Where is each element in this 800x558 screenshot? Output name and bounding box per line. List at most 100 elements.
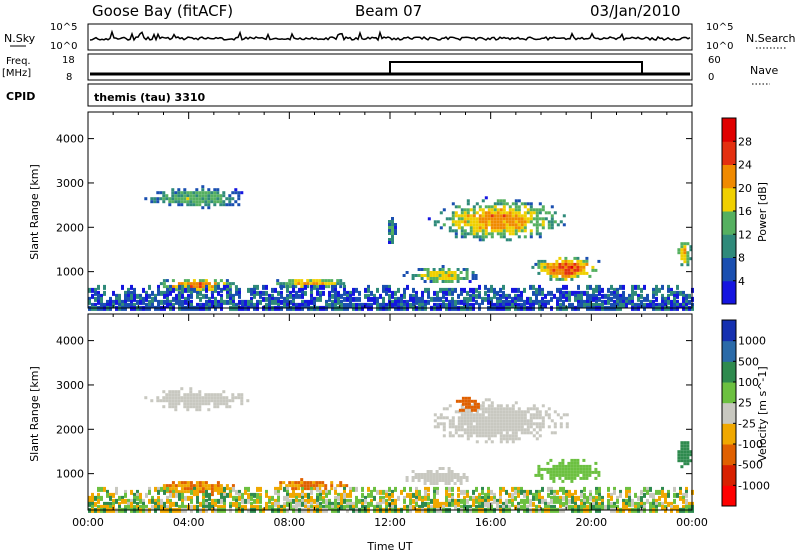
data-cell bbox=[576, 271, 580, 275]
data-cell bbox=[315, 279, 319, 283]
data-cell bbox=[540, 268, 544, 272]
data-cell bbox=[676, 284, 679, 290]
data-cell bbox=[550, 486, 553, 492]
data-cell bbox=[192, 191, 196, 195]
data-cell bbox=[667, 296, 670, 302]
data-cell bbox=[664, 299, 667, 305]
data-cell bbox=[493, 287, 496, 293]
data-cell bbox=[555, 464, 559, 468]
data-cell bbox=[439, 501, 442, 507]
data-cell bbox=[556, 498, 559, 504]
data-cell bbox=[186, 203, 190, 207]
data-cell bbox=[622, 293, 625, 299]
data-cell bbox=[205, 501, 208, 507]
power-data bbox=[88, 185, 694, 311]
data-cell bbox=[420, 268, 424, 271]
data-cell bbox=[142, 504, 145, 510]
data-cell bbox=[537, 464, 541, 468]
data-cell bbox=[211, 504, 214, 510]
data-cell bbox=[186, 194, 190, 198]
data-cell bbox=[469, 293, 472, 299]
data-cell bbox=[412, 492, 415, 498]
data-cell bbox=[472, 428, 476, 432]
data-cell bbox=[511, 425, 515, 429]
data-cell bbox=[514, 229, 518, 233]
data-cell bbox=[235, 489, 238, 495]
data-cell bbox=[205, 498, 208, 504]
data-cell bbox=[481, 410, 485, 414]
data-cell bbox=[358, 290, 361, 296]
data-cell bbox=[535, 416, 539, 420]
data-cell bbox=[552, 265, 556, 269]
data-cell bbox=[582, 268, 586, 272]
data-cell bbox=[181, 492, 184, 498]
data-cell bbox=[607, 498, 610, 504]
data-cell bbox=[469, 214, 473, 218]
data-cell bbox=[415, 489, 418, 495]
data-cell bbox=[595, 299, 598, 305]
data-cell bbox=[201, 396, 205, 400]
data-cell bbox=[136, 489, 139, 495]
data-cell bbox=[139, 293, 142, 299]
data-cell bbox=[462, 476, 466, 479]
data-cell bbox=[689, 257, 693, 261]
data-cell bbox=[517, 235, 521, 239]
data-cell bbox=[439, 413, 443, 417]
data-cell bbox=[484, 407, 488, 411]
data-cell bbox=[573, 274, 577, 278]
data-cell bbox=[442, 428, 446, 432]
data-cell bbox=[514, 419, 518, 423]
data-cell bbox=[481, 422, 485, 426]
data-cell bbox=[523, 431, 527, 435]
data-cell bbox=[139, 299, 142, 305]
data-cell bbox=[253, 284, 256, 290]
data-cell bbox=[478, 422, 482, 426]
data-cell bbox=[325, 501, 328, 507]
data-cell bbox=[465, 476, 469, 479]
data-cell bbox=[457, 486, 460, 492]
data-cell bbox=[325, 498, 328, 504]
data-cell bbox=[595, 495, 598, 501]
data-cell bbox=[286, 293, 289, 299]
data-cell bbox=[145, 296, 148, 302]
data-cell bbox=[124, 302, 127, 308]
data-cell bbox=[580, 501, 583, 507]
data-cell bbox=[214, 498, 217, 504]
data-cell bbox=[195, 481, 199, 485]
data-cell bbox=[573, 473, 577, 477]
data-cell bbox=[475, 202, 479, 206]
data-cell bbox=[511, 202, 515, 206]
data-cell bbox=[292, 492, 295, 498]
data-cell bbox=[463, 229, 467, 233]
data-cell bbox=[447, 482, 451, 485]
data-cell bbox=[181, 287, 184, 293]
data-cell bbox=[349, 302, 352, 308]
data-cell bbox=[517, 425, 521, 429]
data-cell bbox=[490, 413, 494, 417]
data-cell bbox=[229, 489, 232, 495]
data-cell bbox=[598, 495, 601, 501]
data-cell bbox=[546, 461, 550, 465]
data-cell bbox=[343, 492, 346, 498]
data-cell bbox=[667, 501, 670, 507]
data-cell bbox=[376, 296, 379, 302]
data-cell bbox=[175, 293, 178, 299]
data-cell bbox=[478, 431, 482, 435]
data-cell bbox=[322, 498, 325, 504]
data-cell bbox=[499, 214, 503, 218]
data-cell bbox=[412, 504, 415, 510]
data-cell bbox=[115, 299, 118, 305]
y-tick-label: 2000 bbox=[56, 423, 84, 436]
data-cell bbox=[537, 467, 541, 471]
x-tick-label: 00:00 bbox=[72, 516, 104, 529]
data-cell bbox=[97, 495, 100, 501]
data-cell bbox=[490, 217, 494, 221]
data-cell bbox=[652, 290, 655, 296]
data-cell bbox=[472, 235, 476, 239]
data-cell bbox=[570, 461, 574, 465]
x-tick-label: 00:00 bbox=[676, 516, 708, 529]
data-cell bbox=[508, 205, 512, 209]
data-cell bbox=[186, 200, 190, 204]
data-cell bbox=[279, 487, 283, 491]
data-cell bbox=[97, 486, 100, 492]
